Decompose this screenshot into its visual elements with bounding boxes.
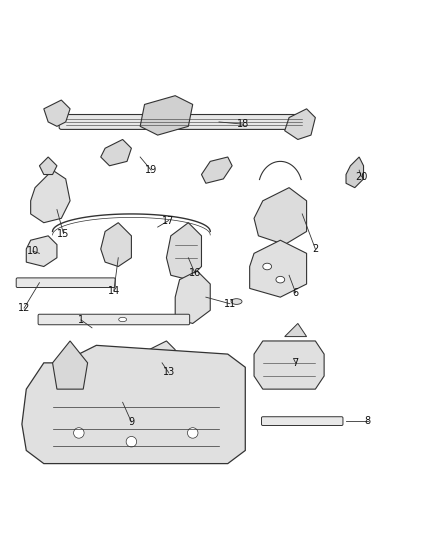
Text: 17: 17 <box>162 215 175 225</box>
Ellipse shape <box>231 298 242 304</box>
Circle shape <box>187 427 198 438</box>
Text: 10: 10 <box>27 246 39 256</box>
Text: 6: 6 <box>293 288 299 298</box>
Polygon shape <box>145 341 175 372</box>
FancyBboxPatch shape <box>38 314 190 325</box>
Text: 1: 1 <box>78 315 84 325</box>
Polygon shape <box>44 100 70 126</box>
Ellipse shape <box>276 276 285 283</box>
Text: 11: 11 <box>224 298 236 309</box>
Polygon shape <box>31 170 70 223</box>
Polygon shape <box>26 236 57 266</box>
Text: 7: 7 <box>293 358 299 368</box>
Text: 14: 14 <box>108 286 120 296</box>
Text: 8: 8 <box>365 416 371 426</box>
Ellipse shape <box>263 263 272 270</box>
Polygon shape <box>101 223 131 266</box>
FancyBboxPatch shape <box>16 278 115 287</box>
Polygon shape <box>53 341 88 389</box>
Text: 16: 16 <box>189 268 201 278</box>
Polygon shape <box>175 271 210 324</box>
Text: 2: 2 <box>312 244 318 254</box>
Polygon shape <box>201 157 232 183</box>
Polygon shape <box>250 240 307 297</box>
FancyBboxPatch shape <box>59 115 309 130</box>
Polygon shape <box>22 345 245 464</box>
Text: 12: 12 <box>18 303 30 313</box>
Circle shape <box>126 437 137 447</box>
Text: 9: 9 <box>128 417 134 427</box>
Circle shape <box>74 427 84 438</box>
Polygon shape <box>285 324 307 336</box>
Polygon shape <box>254 341 324 389</box>
Text: 20: 20 <box>355 172 367 182</box>
Text: 13: 13 <box>162 367 175 377</box>
Text: 15: 15 <box>57 229 70 239</box>
Polygon shape <box>346 157 364 188</box>
Text: 18: 18 <box>237 119 249 129</box>
Polygon shape <box>39 157 57 174</box>
Ellipse shape <box>119 317 127 322</box>
Text: 19: 19 <box>145 165 157 175</box>
Polygon shape <box>166 223 201 280</box>
Polygon shape <box>254 188 307 245</box>
FancyBboxPatch shape <box>261 417 343 425</box>
Polygon shape <box>140 96 193 135</box>
Polygon shape <box>101 140 131 166</box>
Polygon shape <box>285 109 315 140</box>
